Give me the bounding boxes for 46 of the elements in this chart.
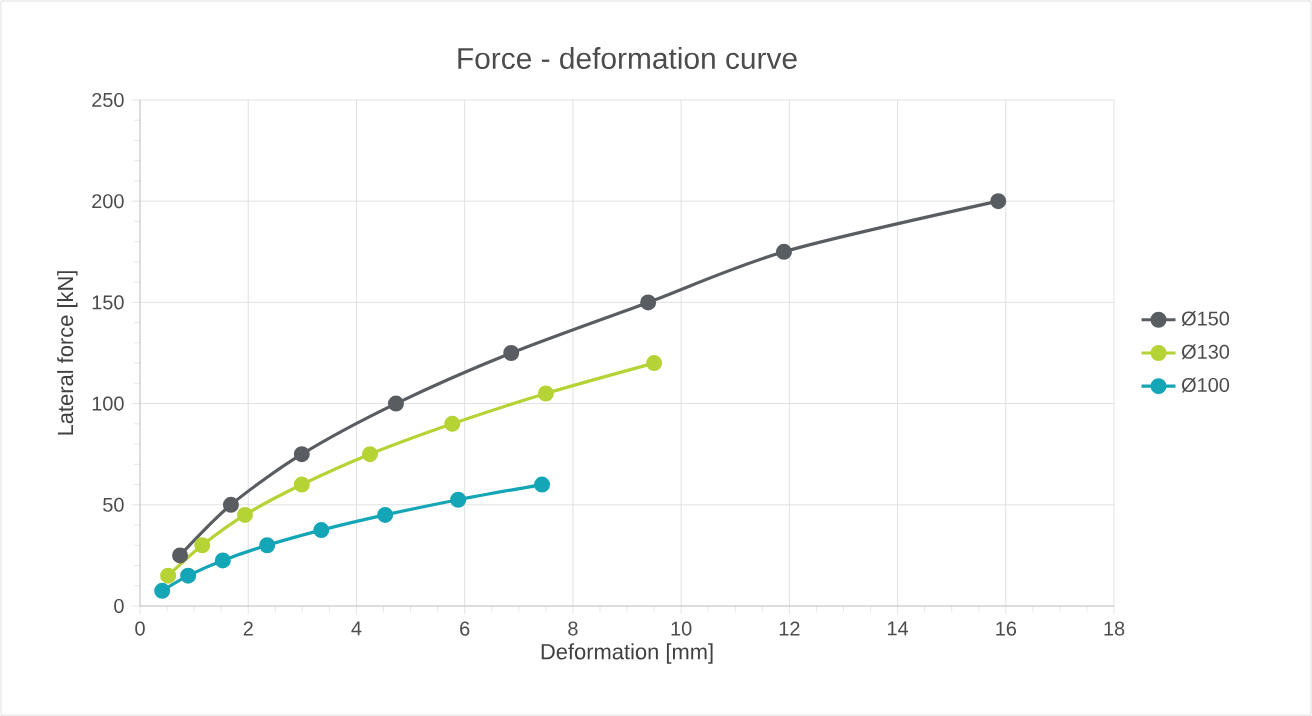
point xyxy=(534,476,551,493)
legend-label: Ø150 xyxy=(1181,311,1230,326)
y-tick-label: 100 xyxy=(92,396,124,411)
y-tick-label: 50 xyxy=(103,497,124,512)
x-tick-label: 2 xyxy=(243,621,253,636)
point xyxy=(361,446,378,463)
point xyxy=(313,522,330,539)
point xyxy=(640,294,657,311)
point xyxy=(537,385,554,402)
y-tick-label: 0 xyxy=(114,598,124,614)
x-tick-label: 14 xyxy=(888,621,909,636)
point xyxy=(172,547,189,564)
x-tick-label: 16 xyxy=(996,621,1017,636)
y-tick-label: 150 xyxy=(92,295,124,310)
point xyxy=(214,552,231,569)
x-axis-title: Deformation [mm] xyxy=(541,643,713,664)
point xyxy=(377,506,394,523)
chart-title: Force - deformation curve xyxy=(458,47,797,69)
point xyxy=(503,344,520,361)
point xyxy=(450,491,467,508)
point xyxy=(293,446,310,463)
point xyxy=(160,567,177,584)
y-tick-label: 250 xyxy=(92,92,124,108)
legend-label: Ø130 xyxy=(1181,344,1230,360)
point xyxy=(194,537,211,554)
point xyxy=(444,415,461,432)
point xyxy=(990,193,1007,210)
x-tick-label: 18 xyxy=(1104,621,1125,636)
x-tick-label: 0 xyxy=(135,621,145,636)
y-axis-title: Lateral force [kN] xyxy=(57,271,78,435)
point xyxy=(293,476,310,493)
x-tick-label: 12 xyxy=(779,621,800,636)
x-tick-label: 6 xyxy=(460,621,470,636)
legend-label: Ø100 xyxy=(1181,377,1230,393)
point xyxy=(646,355,663,372)
x-tick-label: 10 xyxy=(671,621,692,636)
x-tick-label: 8 xyxy=(568,621,578,636)
point xyxy=(775,243,792,260)
point xyxy=(236,506,253,523)
point xyxy=(387,395,404,412)
point xyxy=(222,496,239,513)
point xyxy=(154,582,171,599)
point xyxy=(180,567,197,584)
x-tick-label: 4 xyxy=(351,621,362,636)
point xyxy=(259,537,276,554)
y-tick-label: 200 xyxy=(92,194,124,209)
